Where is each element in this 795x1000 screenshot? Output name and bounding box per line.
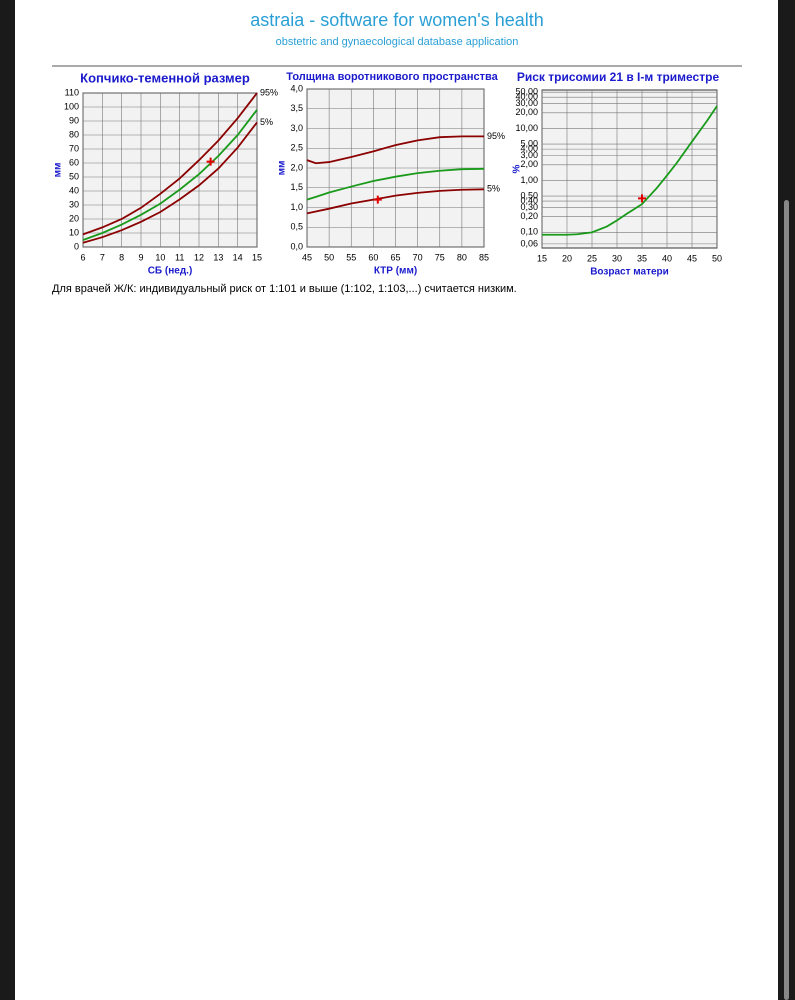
x-tick-label: 10 [155, 252, 165, 262]
x-axis-label: Возраст матери [590, 267, 669, 278]
y-tick-label: 1,00 [520, 175, 538, 185]
series-label: 95% [260, 87, 278, 97]
y-tick-label: 20 [69, 213, 79, 223]
y-tick-label: 4,0 [290, 83, 303, 93]
y-tick-label: 0,5 [290, 222, 303, 232]
y-tick-label: 100 [64, 101, 79, 111]
x-tick-label: 85 [479, 252, 489, 262]
x-axis-label: КТР (мм) [374, 266, 417, 277]
y-tick-label: 10 [69, 227, 79, 237]
series-line [82, 109, 258, 241]
chart-title: Копчико-теменной размер [80, 70, 250, 85]
y-tick-label: 50,00 [515, 87, 538, 97]
x-tick-label: 60 [368, 252, 378, 262]
y-tick-label: 0,10 [520, 227, 538, 237]
x-tick-label: 45 [302, 252, 312, 262]
patient-marker [373, 195, 382, 204]
series-label: 5% [260, 117, 273, 127]
plot-area [541, 89, 718, 249]
x-tick-label: 6 [80, 252, 85, 262]
y-tick-label: 1,0 [290, 202, 303, 212]
x-tick-label: 15 [537, 253, 547, 263]
y-tick-label: 2,00 [520, 159, 538, 169]
y-tick-label: 0 [74, 241, 79, 251]
series-line [306, 188, 485, 215]
x-tick-label: 70 [413, 252, 423, 262]
x-tick-label: 50 [712, 253, 722, 263]
note: Для врачей Ж/К: индивидуальный риск от 1… [52, 283, 517, 295]
x-tick-label: 35 [637, 253, 647, 263]
y-tick-label: 90 [69, 115, 79, 125]
x-tick-label: 20 [562, 253, 572, 263]
x-tick-label: 13 [213, 252, 223, 262]
y-tick-label: 70 [69, 143, 79, 153]
x-tick-label: 15 [252, 252, 262, 262]
x-tick-label: 65 [390, 252, 400, 262]
x-tick-label: 14 [233, 252, 243, 262]
y-tick-label: 10,00 [515, 123, 538, 133]
y-tick-label: 2,0 [290, 162, 303, 172]
y-axis-label: % [512, 164, 523, 173]
series-line [542, 105, 718, 236]
x-tick-label: 40 [662, 253, 672, 263]
series-label: 95% [487, 131, 505, 141]
x-tick-label: 8 [119, 252, 124, 262]
plot-area [82, 92, 258, 248]
y-tick-label: 0,40 [520, 195, 538, 205]
series-line [82, 121, 258, 244]
y-tick-label: 2,5 [290, 143, 303, 153]
x-tick-label: 50 [324, 252, 334, 262]
y-tick-label: 0,20 [520, 211, 538, 221]
y-tick-label: 60 [69, 157, 79, 167]
y-tick-label: 3,0 [290, 123, 303, 133]
series-line [306, 135, 484, 165]
y-tick-label: 0,30 [520, 202, 538, 212]
x-tick-label: 55 [346, 252, 356, 262]
y-tick-label: 0,50 [520, 190, 538, 200]
patient-marker [638, 194, 646, 203]
y-tick-label: 110 [65, 87, 79, 97]
x-tick-label: 45 [687, 253, 697, 263]
x-tick-label: 9 [138, 252, 143, 262]
header-subtitle: obstetric and gynaecological database ap… [276, 36, 519, 48]
y-tick-label: 3,00 [520, 150, 538, 160]
x-tick-label: 11 [175, 252, 184, 262]
y-tick-label: 40,00 [515, 92, 538, 102]
y-tick-label: 0,0 [290, 241, 303, 251]
y-tick-label: 5,00 [520, 138, 538, 148]
y-tick-label: 3,5 [290, 103, 303, 113]
series-line [306, 167, 485, 201]
y-tick-label: 4,00 [520, 144, 538, 154]
y-tick-label: 0,06 [520, 238, 538, 248]
y-tick-label: 40 [69, 185, 79, 195]
x-tick-label: 12 [194, 252, 204, 262]
patient-marker [206, 157, 215, 166]
y-tick-label: 1,5 [290, 182, 303, 192]
x-tick-label: 80 [457, 252, 467, 262]
series-label: 5% [487, 184, 500, 194]
x-axis-label: СБ (нед.) [148, 266, 193, 277]
series-line [82, 92, 258, 236]
y-tick-label: 30 [69, 199, 79, 209]
x-tick-label: 25 [587, 253, 597, 263]
x-tick-label: 30 [612, 253, 622, 263]
y-tick-label: 50 [69, 171, 79, 181]
scrollbar[interactable] [784, 200, 789, 1000]
chart-title: Толщина воротникового пространства [286, 71, 498, 83]
y-tick-label: 20,00 [515, 107, 538, 117]
y-tick-label: 30,00 [515, 98, 538, 108]
y-axis-label: мм [53, 163, 64, 178]
x-tick-label: 75 [435, 252, 445, 262]
chart-title: Риск трисомии 21 в I-м триместре [517, 70, 720, 84]
header-title: astraia - software for women's health [250, 10, 544, 30]
y-axis-label: мм [277, 161, 288, 176]
y-tick-label: 80 [69, 129, 79, 139]
x-tick-label: 7 [100, 252, 105, 262]
